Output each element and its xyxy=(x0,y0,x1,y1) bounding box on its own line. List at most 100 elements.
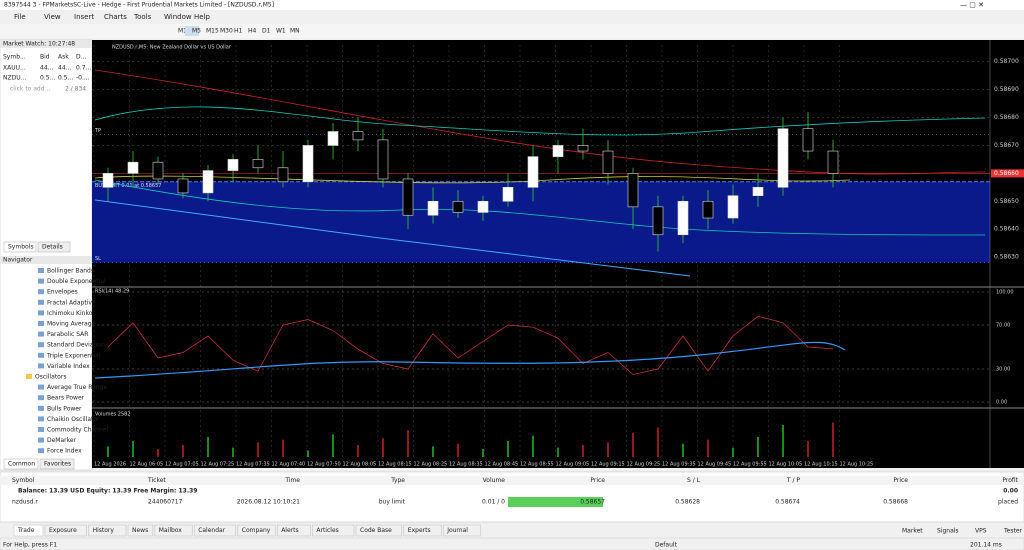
candle-body xyxy=(652,206,664,236)
tab-label[interactable]: Trade xyxy=(17,527,35,534)
column-header[interactable]: Symbol xyxy=(12,477,35,484)
navigator-item[interactable]: Oscillators xyxy=(35,374,66,381)
timeframe-button[interactable]: H4 xyxy=(248,28,257,35)
column-header[interactable]: Price xyxy=(590,477,605,484)
navigator-item[interactable]: Triple Exponential xyxy=(46,352,101,359)
timeframe-button[interactable]: M1 xyxy=(178,28,187,35)
status-ping: 201.14 ms xyxy=(970,542,1002,549)
window-controls[interactable]: — ▢ ✕ xyxy=(960,1,984,9)
indicator-icon xyxy=(38,310,44,316)
x-tick-label: 12 Aug 06:05 xyxy=(130,462,164,468)
column-header[interactable]: Ticket xyxy=(147,477,166,484)
column-header[interactable]: Type xyxy=(390,477,405,484)
x-tick-label: 12 Aug 07:40 xyxy=(272,462,306,468)
tab-label[interactable]: Common xyxy=(8,461,35,468)
candle-body xyxy=(752,187,764,196)
timeframe-button[interactable]: M30 xyxy=(220,28,233,35)
status-signals[interactable]: Signals xyxy=(937,528,959,535)
menu-item[interactable]: Tools xyxy=(133,13,152,21)
tab-label[interactable]: Symbols xyxy=(8,244,33,251)
tab xyxy=(37,241,71,253)
navigator-item[interactable]: Standard Deviation xyxy=(47,342,105,349)
navigator-item[interactable]: Chaikin Oscillator xyxy=(47,416,100,423)
menu-item[interactable]: Charts xyxy=(104,13,127,21)
menu-item[interactable]: Help xyxy=(194,13,211,21)
tab-label[interactable]: News xyxy=(132,527,148,534)
candle-body xyxy=(452,200,464,213)
navigator-item[interactable]: Fractal Adaptive xyxy=(47,299,96,306)
tab-label[interactable]: Calendar xyxy=(198,527,226,534)
symbol-cell[interactable]: XAUU... xyxy=(3,65,26,72)
tab[interactable] xyxy=(442,524,481,537)
tab[interactable] xyxy=(355,524,403,537)
tab[interactable] xyxy=(403,524,442,537)
tab[interactable] xyxy=(237,524,276,537)
column-header[interactable]: Price xyxy=(893,477,908,484)
navigator-item[interactable]: Moving Average xyxy=(47,321,96,328)
tab-label[interactable]: Articles xyxy=(316,527,338,534)
order-cell[interactable]: nzdusd.r xyxy=(12,499,38,506)
navigator-item[interactable]: Commodity Channel xyxy=(47,427,108,434)
tab-label[interactable]: Exposure xyxy=(49,527,77,534)
tab-label[interactable]: Company xyxy=(242,527,271,534)
menu-item[interactable]: Window xyxy=(164,13,192,21)
navigator-item[interactable]: Bears Power xyxy=(47,395,85,402)
tab[interactable] xyxy=(127,524,154,537)
symbol-cell: 44... xyxy=(40,65,53,72)
symbol-cell: 0.7... xyxy=(76,65,91,72)
add-symbol[interactable]: click to add... xyxy=(10,86,50,93)
status-vps[interactable]: VPS xyxy=(975,528,987,535)
column-header[interactable]: S / L xyxy=(687,477,701,484)
tab-label[interactable]: Alerts xyxy=(281,527,298,534)
timeframe-button[interactable]: M15 xyxy=(206,28,219,35)
tab-label[interactable]: Favorites xyxy=(44,461,71,468)
navigator-item[interactable]: Double Exponential xyxy=(47,278,106,285)
tab-label[interactable]: Details xyxy=(42,244,63,251)
tab[interactable] xyxy=(44,524,87,537)
navigator-item[interactable]: Bollinger Bands xyxy=(47,268,94,275)
menu-item[interactable]: View xyxy=(44,13,61,21)
timeframe-button[interactable]: MN xyxy=(290,28,300,35)
timeframe-button[interactable]: W1 xyxy=(276,28,286,35)
y-tick-label: 0.58700 xyxy=(994,58,1019,65)
status-help: For Help, press F1 xyxy=(3,542,57,549)
navigator-item[interactable]: Average True Range xyxy=(47,384,108,391)
tab-label[interactable]: Code Base xyxy=(360,527,392,534)
tab-label[interactable]: Mailbox xyxy=(159,527,182,534)
tab[interactable] xyxy=(88,524,127,537)
navigator-item[interactable]: Force Index xyxy=(47,448,82,455)
column-header[interactable]: T / P xyxy=(786,477,801,484)
status-tester[interactable]: Tester xyxy=(1003,528,1023,535)
navigator-item[interactable]: Envelopes xyxy=(47,289,78,296)
tab-label[interactable]: Journal xyxy=(446,527,468,534)
menu-item[interactable]: File xyxy=(14,13,26,21)
timeframe-button[interactable]: D1 xyxy=(262,28,271,35)
navigator-item[interactable]: DeMarker xyxy=(47,437,77,444)
trend-line xyxy=(94,199,691,277)
order-cell: 0.58628 xyxy=(675,499,700,506)
timeframe-button[interactable]: M5 xyxy=(192,28,201,35)
navigator-item[interactable]: Ichimoku Kinko xyxy=(47,310,93,317)
symbol-cell[interactable]: NZDU... xyxy=(3,75,26,82)
indicator-icon xyxy=(38,289,44,295)
column-header[interactable]: Time xyxy=(284,477,300,484)
tab[interactable] xyxy=(193,524,237,537)
status-market[interactable]: Market xyxy=(902,528,923,535)
navigator-item[interactable]: Variable Index xyxy=(47,363,90,370)
tab[interactable] xyxy=(276,524,311,537)
indicator-icon xyxy=(38,268,44,273)
tab[interactable] xyxy=(312,524,355,537)
column-header[interactable]: Profit xyxy=(1002,477,1018,484)
x-tick-label: 12 Aug 10:25 xyxy=(840,462,874,468)
menu-item[interactable]: Insert xyxy=(74,13,94,21)
tab-label[interactable]: History xyxy=(93,527,115,534)
timeframe-button[interactable]: H1 xyxy=(234,28,243,35)
navigator-item[interactable]: Bulls Power xyxy=(47,405,82,412)
x-tick-label: 12 Aug 07:05 xyxy=(165,462,199,468)
column-header[interactable]: Volume xyxy=(483,477,506,484)
tab[interactable] xyxy=(154,524,193,537)
navigator-item[interactable]: Parabolic SAR xyxy=(47,331,88,338)
tab-label[interactable]: Experts xyxy=(408,527,431,534)
tab[interactable] xyxy=(13,524,44,537)
